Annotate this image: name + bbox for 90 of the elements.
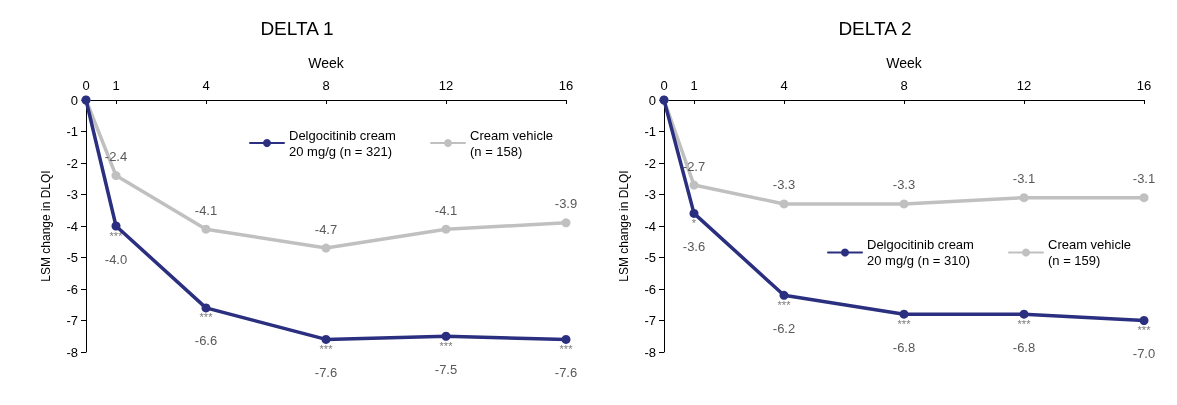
- point: [441, 224, 451, 234]
- point: [1019, 309, 1029, 319]
- y-tick-label: -4: [66, 218, 78, 234]
- x-tick-label: 0: [82, 78, 90, 93]
- data-label: -4.0: [104, 251, 128, 267]
- point: [201, 224, 211, 234]
- point: [899, 309, 909, 319]
- y-tick-label: -5: [66, 250, 78, 265]
- x-tick-label: 4: [202, 78, 210, 93]
- data-label: -6.8: [892, 339, 916, 355]
- data-label: -4.1: [194, 202, 218, 218]
- y-tick-label: -3: [66, 187, 78, 202]
- legend-label: Delgocitinib cream 20 mg/g (n = 310): [867, 236, 978, 268]
- legend-label: Cream vehicle (n = 158): [470, 127, 557, 159]
- y-tick-label: -1: [644, 124, 656, 139]
- x-tick-label: 16: [1136, 78, 1152, 93]
- x-tick-label: 12: [1016, 78, 1032, 93]
- annotation: ***: [199, 311, 214, 324]
- data-label: -3.1: [1132, 171, 1156, 187]
- point: [689, 180, 699, 190]
- annotation: *: [691, 216, 697, 229]
- point: [111, 171, 121, 181]
- point: [561, 218, 571, 228]
- chart-title: DELTA 2: [838, 18, 912, 39]
- y-tick-label: -6: [644, 281, 656, 297]
- x-tick-label: 0: [660, 78, 668, 93]
- y-tick-label: -6: [66, 281, 78, 297]
- y-tick-label: -1: [66, 124, 78, 139]
- point: [899, 199, 909, 209]
- data-label: -7.6: [554, 364, 578, 380]
- y-tick-label: 0: [648, 92, 656, 108]
- annotation: ***: [1137, 324, 1152, 336]
- point: [1019, 193, 1029, 203]
- data-label: -7.0: [1132, 346, 1156, 361]
- data-label: -3.1: [1012, 171, 1036, 187]
- x-tick-label: 16: [558, 78, 574, 93]
- data-label: -6.2: [772, 320, 796, 336]
- point: [1139, 316, 1149, 325]
- x-axis-title: Week: [886, 55, 923, 71]
- point: [779, 290, 789, 300]
- x-tick-label: 12: [438, 78, 454, 93]
- data-label: -4.1: [434, 202, 458, 218]
- x-tick-label: 8: [900, 78, 908, 93]
- x-axis-title: Week: [308, 55, 345, 71]
- point: [1139, 193, 1149, 203]
- annotation: ***: [319, 342, 334, 355]
- y-tick-label: -3: [644, 187, 656, 202]
- y-axis-title: LSM change in DLQI: [39, 170, 53, 282]
- y-tick-label: -2: [66, 155, 78, 171]
- point: [201, 303, 211, 313]
- data-label: -2.4: [104, 149, 128, 165]
- y-tick-label: -2: [644, 155, 656, 171]
- annotation: ***: [439, 339, 454, 352]
- annotation: ***: [559, 342, 574, 355]
- x-tick-label: 1: [112, 78, 120, 93]
- point: [779, 199, 789, 209]
- y-tick-label: -7: [66, 313, 78, 328]
- y-tick-label: 0: [70, 92, 78, 108]
- x-tick-label: 4: [780, 78, 788, 93]
- data-label: -7.6: [314, 364, 338, 380]
- annotation: ***: [109, 229, 124, 242]
- legend-label: Delgocitinib cream 20 mg/g (n = 321): [289, 127, 400, 159]
- point: [689, 208, 699, 218]
- legend-label: Cream vehicle (n = 159): [1048, 236, 1135, 268]
- annotation: ***: [777, 298, 792, 311]
- point: [321, 334, 331, 344]
- point: [111, 221, 121, 231]
- data-label: -4.7: [314, 221, 338, 237]
- point: [321, 243, 331, 253]
- y-axis-title: LSM change in DLQI: [617, 170, 631, 282]
- y-tick-label: -4: [644, 218, 656, 234]
- point: [561, 334, 571, 344]
- y-tick-label: -8: [644, 344, 656, 360]
- data-label: -6.6: [194, 333, 218, 349]
- annotation: ***: [897, 317, 912, 330]
- point: [441, 331, 451, 341]
- y-tick-label: -7: [644, 313, 656, 328]
- y-tick-label: -8: [66, 344, 78, 360]
- data-label: -3.6: [682, 238, 706, 254]
- data-label: -3.3: [892, 177, 916, 193]
- data-label: -3.9: [554, 196, 578, 212]
- data-label: -3.3: [772, 177, 796, 193]
- data-label: -6.8: [1012, 339, 1036, 355]
- x-tick-label: 1: [690, 78, 698, 93]
- chart-title: DELTA 1: [260, 18, 334, 39]
- y-tick-label: -5: [644, 250, 656, 265]
- data-label: -2.7: [682, 158, 706, 174]
- annotation: ***: [1017, 317, 1032, 330]
- x-tick-label: 8: [322, 78, 330, 93]
- data-label: -7.5: [434, 361, 458, 377]
